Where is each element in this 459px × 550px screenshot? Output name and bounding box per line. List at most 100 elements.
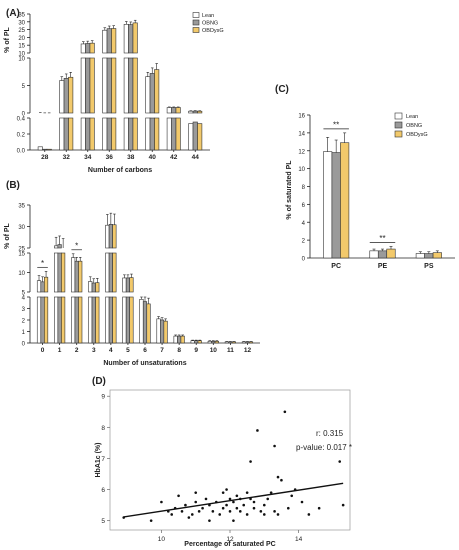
data-point [273,444,276,448]
y-tick-label: 6 [302,203,306,209]
data-point [276,475,280,479]
bar-lean-34 [80,117,86,151]
plot-frame [109,389,351,531]
data-point [184,503,187,507]
significance-marker: * [41,259,44,268]
legend-swatch-obng [394,121,403,129]
y-tick-label: 2 [22,319,26,325]
bar-obdysg-4 [112,224,117,249]
bar-lean-44 [188,123,194,151]
bar-obdysg-2 [78,296,83,344]
y-tick-label: 15 [18,252,25,258]
bar-obdysg-pc [340,142,350,259]
bar-obdysg-8 [180,335,185,344]
bar-obng-11 [228,341,233,344]
legend-swatch-obng [192,19,200,26]
bar-obng-0 [40,296,45,344]
data-point [221,506,225,510]
bar-obdysg-9 [197,340,202,344]
y-tick-label: 15 [18,44,25,50]
bar-obng-4 [108,252,113,293]
bar-obdysg-4 [112,252,117,293]
bar-lean-44 [188,110,194,114]
bar-lean-pe [369,250,379,259]
y-tick-label: 9 [101,394,105,401]
data-point [190,513,194,516]
data-point [211,510,215,513]
y-tick-label: 25 [18,247,25,253]
bar-obdysg-1 [61,252,66,293]
data-point [225,488,228,491]
x-tick-label: 3 [92,347,96,354]
bar-lean-38 [123,23,129,54]
data-point [242,503,246,507]
data-point [256,429,259,432]
legend-swatch-lean [192,12,200,18]
data-point [201,506,204,510]
bar-obdysg-38 [132,22,138,54]
bar-obdysg-1 [61,296,66,344]
bar-lean-1 [54,245,59,249]
y-tick-label: 4 [22,296,26,302]
x-axis-label: Percentage of saturated PC [184,541,275,548]
y-tick-label: 0.4 [17,117,26,123]
bar-lean-2 [71,296,76,344]
data-point [245,513,249,516]
x-tick-label: PS [424,263,434,270]
significance-marker: * [75,241,78,250]
y-tick-label: 12 [298,149,305,155]
bar-obng-pe [377,250,388,259]
y-tick-label: 5 [22,84,26,90]
bar-lean-3 [88,281,93,293]
bar-obdysg-34 [89,42,95,54]
y-tick-label: 10 [18,271,25,277]
data-point [286,506,290,510]
bar-obng-32 [63,117,69,151]
data-point [235,494,239,498]
x-tick-label: 7 [160,347,164,354]
x-tick-label: 11 [227,347,234,354]
bar-obdysg-36 [111,117,117,151]
bar-obng-38 [128,117,134,151]
bar-obdysg-40 [154,69,160,114]
significance-marker: ** [333,120,339,129]
bar-obng-pc [331,152,341,259]
bar-obng-5 [125,296,130,344]
bar-lean-9 [190,340,195,344]
x-tick-label: 9 [194,347,198,354]
bar-obdysg-44 [197,110,203,114]
y-tick-label: 20 [18,36,25,42]
bar-obng-1 [57,296,62,344]
bar-obng-44 [192,121,198,151]
legend-label: OBDysG [406,132,428,138]
bar-lean-32 [59,117,65,151]
bar-obdysg-40 [154,117,160,151]
data-point [252,506,256,510]
data-point [269,491,273,494]
panel-label: (C) [275,84,289,95]
bar-obng-3 [91,296,96,344]
data-point [160,500,163,504]
bar-obng-ps [424,253,434,259]
data-point [177,494,180,498]
bar-obng-40 [149,117,155,151]
bar-lean-6 [139,298,144,344]
bar-lean-1 [54,252,59,293]
data-point [170,513,174,516]
x-tick-label: 10 [210,347,218,354]
y-tick-label: 4 [302,221,306,227]
legend-swatch-lean [394,112,403,120]
correlation-r-label: r: 0.315 [316,429,344,438]
bar-obdysg-42 [175,117,181,151]
data-point [262,503,266,507]
bar-obng-28 [42,148,48,151]
bar-lean-pc [323,151,333,259]
data-point [341,503,345,507]
y-axis-label: % of saturated PL [286,160,293,220]
panel-label: (A) [6,8,20,19]
bar-obng-42 [171,107,177,114]
bar-obdysg-32 [68,117,74,151]
bar-obng-38 [128,57,134,114]
bar-obdysg-11 [231,341,236,344]
